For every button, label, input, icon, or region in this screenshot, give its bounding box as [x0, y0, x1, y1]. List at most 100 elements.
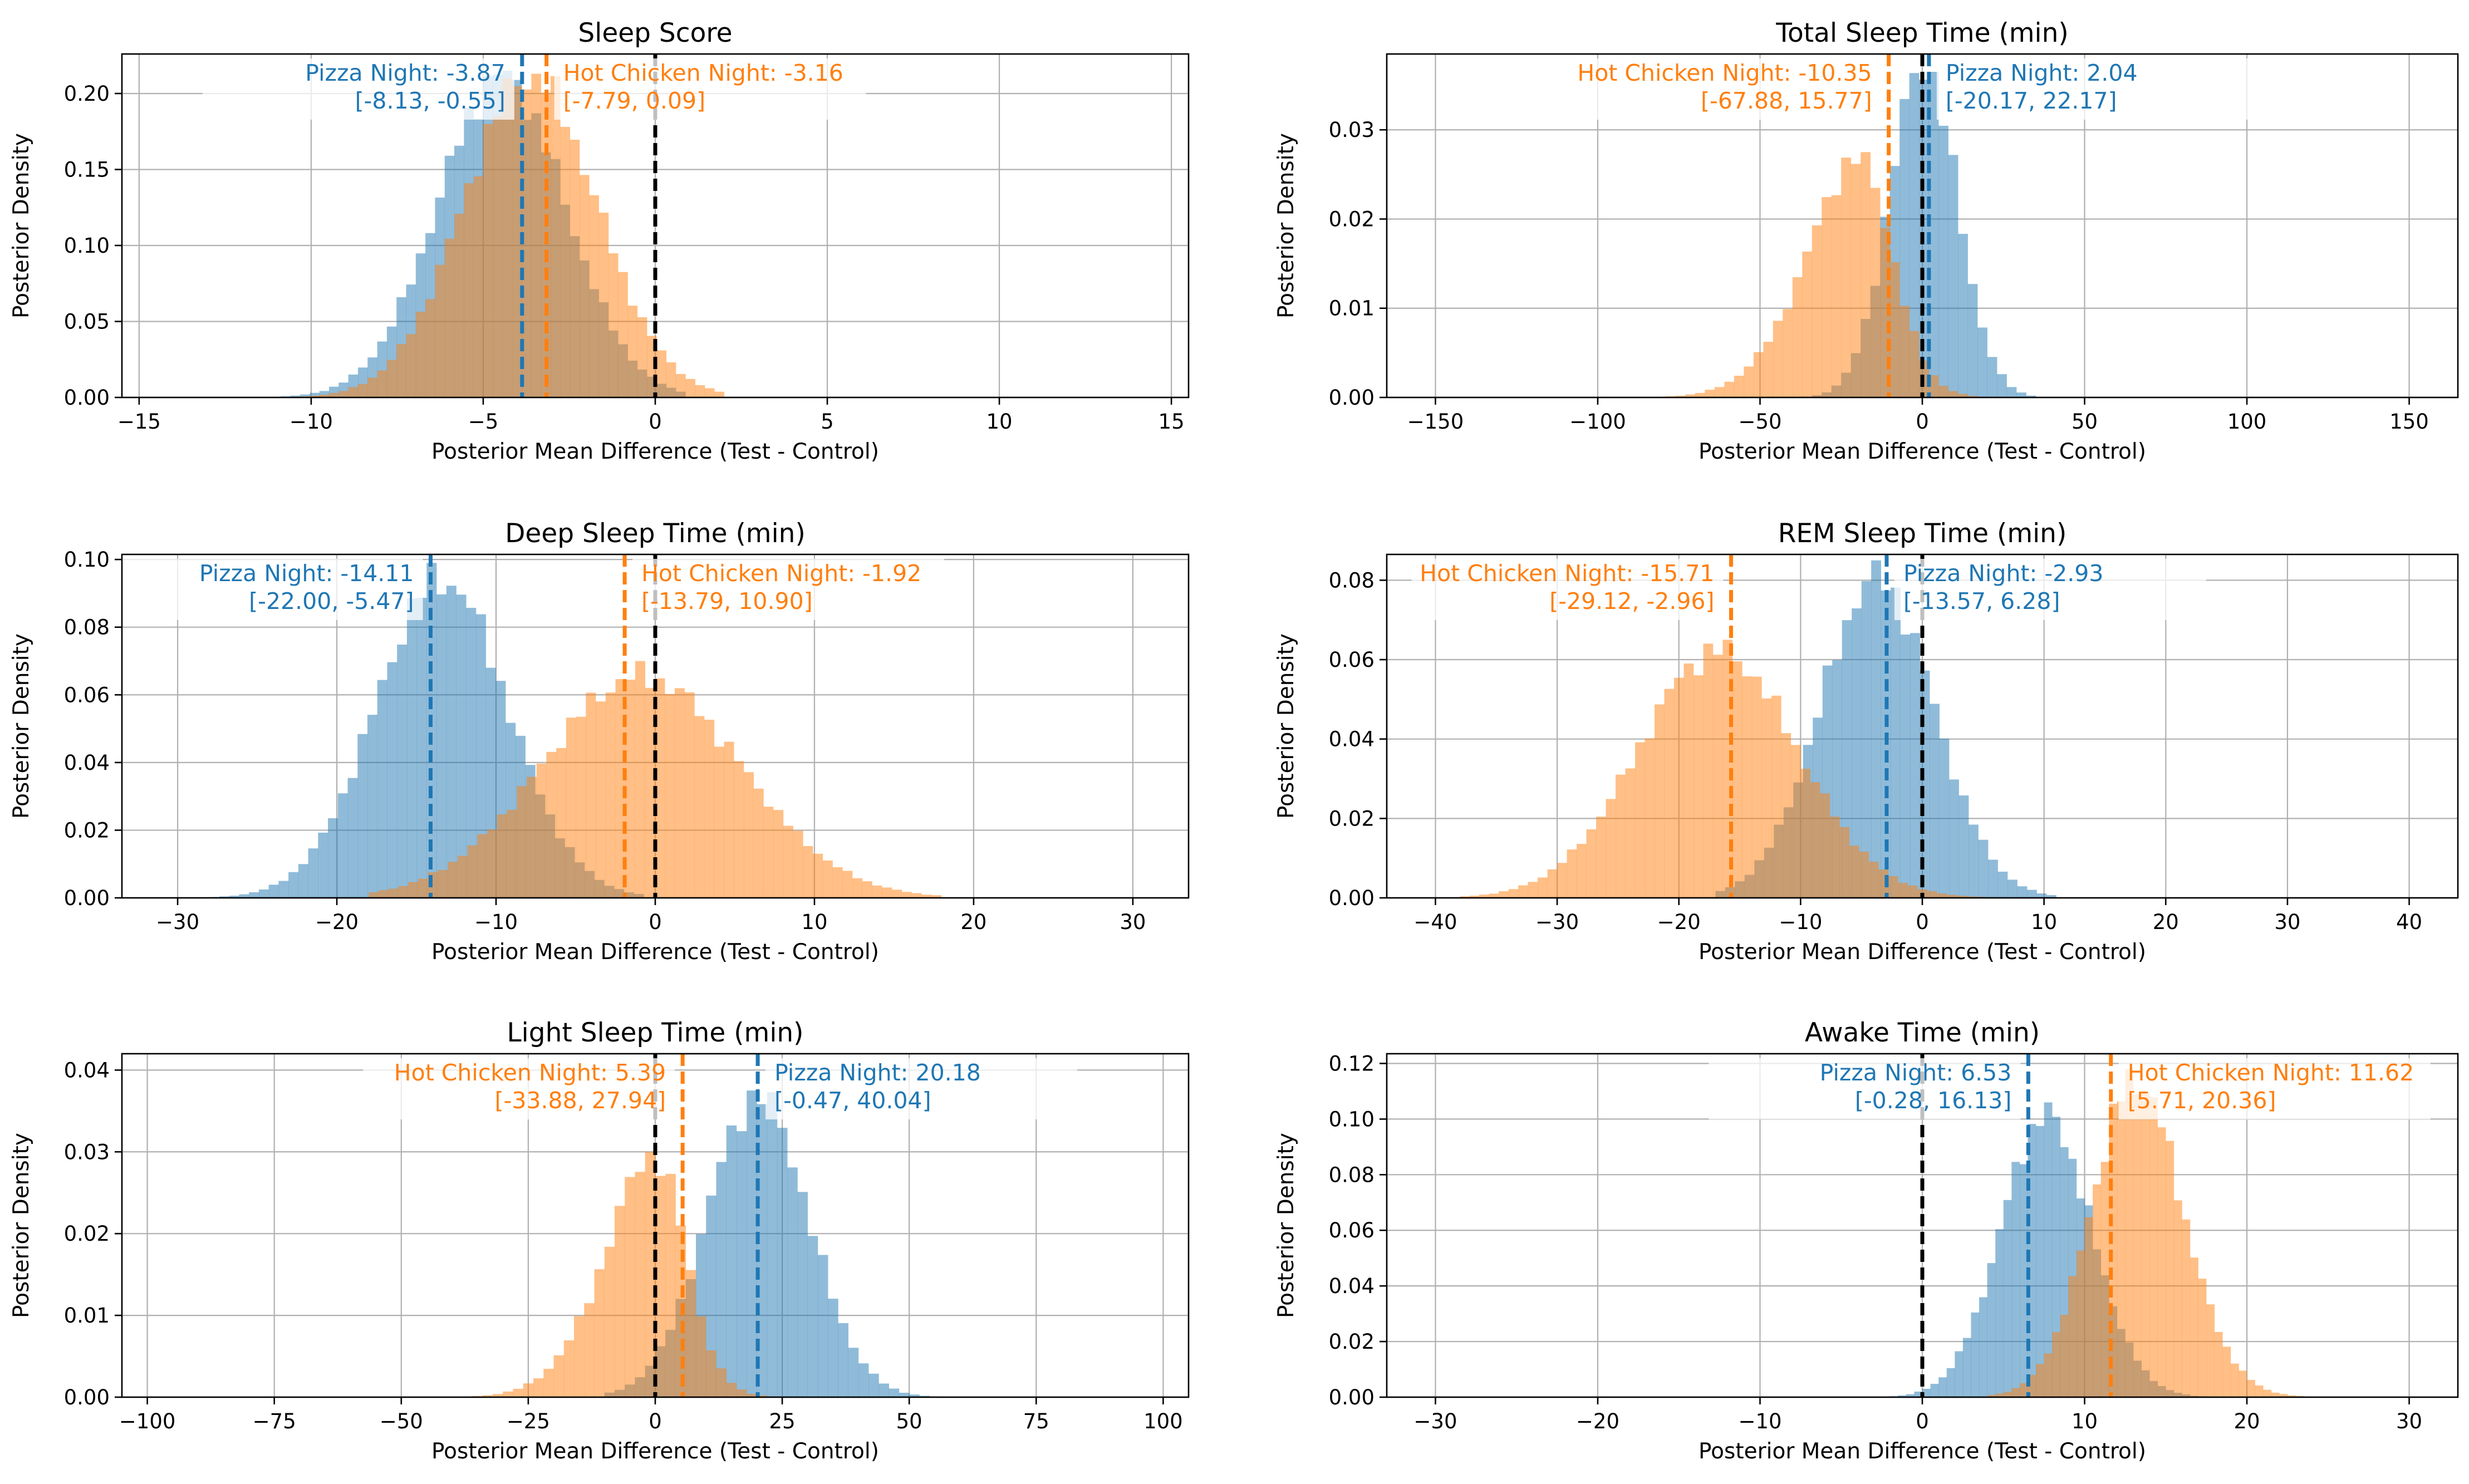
histogram-bar [1499, 891, 1509, 898]
histogram-bar [1742, 676, 1753, 898]
x-tick-label: 150 [2389, 410, 2429, 434]
y-tick-label: 0.08 [64, 616, 110, 640]
histogram-bar [817, 1255, 828, 1397]
histogram-bar [357, 384, 368, 397]
histogram-bar [338, 391, 348, 397]
histogram-bar [1469, 896, 1480, 898]
y-tick-label: 0.05 [64, 309, 110, 333]
y-axis-label: Posterior Density [1274, 633, 1299, 819]
histogram-bar [2017, 886, 2028, 898]
histogram-bar [2076, 1250, 2085, 1397]
histogram-bar [1508, 889, 1519, 898]
histogram-bar [1946, 1368, 1955, 1397]
histogram-bar [1664, 689, 1675, 898]
histogram-bar [1888, 876, 1898, 898]
panel-title: Total Sleep Time (min) [1775, 18, 2068, 48]
x-axis-label: Posterior Mean Difference (Test - Contro… [431, 1439, 879, 1464]
histogram-bar [477, 834, 488, 898]
histogram-bar [773, 810, 784, 898]
x-tick-label: 75 [1023, 1409, 1049, 1433]
histogram-bar [596, 701, 606, 898]
histogram-bar [239, 894, 249, 898]
histogram-bar [556, 748, 567, 898]
x-tick-label: −10 [474, 910, 518, 934]
y-tick-label: 0.01 [1329, 297, 1375, 321]
histogram-bar [1693, 675, 1704, 898]
y-tick-label: 0.08 [1329, 1163, 1375, 1187]
histogram-bar [2026, 395, 2036, 397]
histogram-bar [456, 594, 467, 898]
histogram-bar [576, 716, 586, 898]
histogram-bar [1906, 1394, 1915, 1397]
x-axis-label: Posterior Mean Difference (Test - Contro… [1699, 1439, 2146, 1464]
histogram-bar [1946, 895, 1957, 898]
annotation-mean: Pizza Night: 2.04 [1946, 60, 2138, 86]
histogram-bar [705, 388, 715, 397]
annotation-background [632, 559, 945, 620]
histogram-bar [2287, 1395, 2296, 1397]
histogram-bar [2125, 1069, 2134, 1397]
x-tick-label: 50 [2072, 410, 2098, 434]
x-axis-label: Posterior Mean Difference (Test - Contro… [1699, 439, 2146, 464]
histogram-bar [706, 1350, 716, 1397]
histogram-bar [2016, 392, 2026, 397]
histogram-bar [1645, 738, 1655, 898]
annotation-mean: Hot Chicken Night: 5.39 [394, 1059, 666, 1086]
histogram-bar [1781, 733, 1791, 898]
histogram-bar [832, 867, 843, 898]
histogram-bar [868, 1373, 879, 1397]
histogram-bar [1938, 386, 1948, 397]
x-tick-label: −100 [119, 1409, 176, 1433]
histogram-bar [487, 829, 498, 898]
histogram-bar [512, 86, 522, 397]
y-tick-label: 0.02 [1329, 1330, 1375, 1354]
histogram-bar [2263, 1389, 2272, 1397]
histogram-bar [1712, 655, 1723, 898]
histogram-bar [513, 1388, 524, 1397]
histogram-bar [714, 746, 724, 898]
histogram-bar [493, 116, 503, 397]
panel-4: Pizza Night: 20.18[-0.47, 40.04] Hot Chic… [9, 1018, 1190, 1464]
y-tick-label: 0.01 [64, 1304, 110, 1328]
panel-title: Awake Time (min) [1805, 1018, 2040, 1048]
histogram-bar [1861, 581, 1872, 898]
x-tick-label: −10 [1738, 1409, 1781, 1433]
y-tick-label: 0.08 [1329, 568, 1375, 592]
histogram-bar [454, 214, 464, 397]
histogram-bar [1967, 284, 1978, 397]
histogram-bar [507, 809, 517, 898]
y-axis-label: Posterior Density [9, 633, 34, 819]
histogram-bar [1829, 816, 1840, 898]
histogram-bar [574, 1316, 585, 1397]
histogram-bar [589, 195, 599, 397]
histogram-bar [1949, 779, 1959, 898]
histogram-bar [1966, 896, 1976, 898]
histogram-bar [1962, 1338, 1971, 1397]
y-tick-label: 0.02 [64, 818, 110, 842]
x-tick-label: −50 [1738, 410, 1781, 434]
x-tick-label: 50 [896, 1409, 922, 1433]
histogram-bar [1703, 643, 1714, 898]
histogram-bar [493, 1394, 503, 1397]
histogram-bar [2173, 1200, 2182, 1397]
histogram-bar [377, 370, 387, 397]
panel-3: Pizza Night: -2.93[-13.57, 6.28] Hot Chic… [1274, 518, 2459, 965]
histogram-bar [734, 761, 744, 898]
x-tick-label: 10 [986, 410, 1013, 434]
histogram-bar [1783, 309, 1793, 397]
x-tick-label: 20 [2153, 910, 2179, 934]
histogram-bar [2198, 1279, 2207, 1397]
histogram-bar [695, 1316, 706, 1397]
x-tick-label: 30 [1120, 910, 1146, 934]
histogram-bar [1930, 1384, 1939, 1397]
histogram-bar [2011, 1388, 2020, 1397]
histogram-bar [803, 846, 813, 898]
histogram-bar [1958, 394, 1968, 397]
histogram-bar [425, 299, 435, 397]
histogram-bar [219, 896, 230, 898]
annotation-interval: [-20.17, 22.17] [1946, 87, 2117, 114]
histogram-bar [1979, 1297, 1987, 1397]
histogram-bar [551, 76, 561, 397]
histogram-bar [753, 788, 764, 898]
annotation-interval: [-33.88, 27.94] [495, 1087, 666, 1114]
